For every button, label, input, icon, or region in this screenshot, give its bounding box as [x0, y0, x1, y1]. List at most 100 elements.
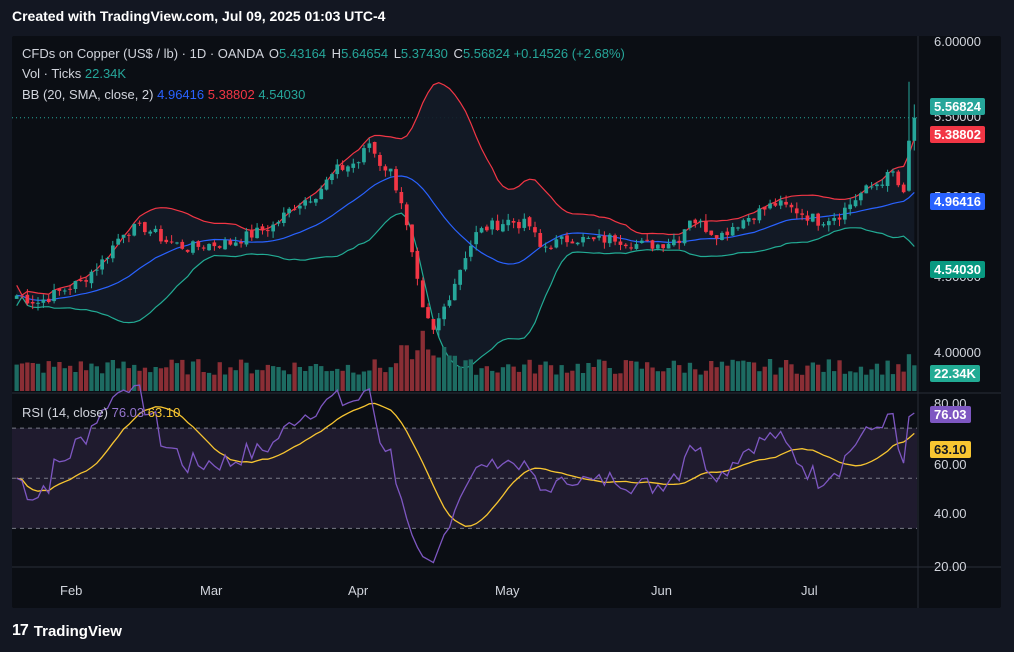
volume-bar [687, 362, 693, 391]
candle-body [490, 220, 494, 230]
candle-body [73, 281, 78, 289]
candle-body [260, 226, 265, 231]
candle-body [575, 242, 580, 245]
volume-tag: 22.34K [930, 365, 980, 382]
volume-bar [570, 370, 575, 391]
chart-panel[interactable]: CFDs on Copper (US$ / lb) · 1D · OANDA O… [12, 34, 1001, 608]
volume-bar [329, 370, 335, 391]
volume-bar [901, 371, 906, 391]
candle-body [41, 299, 46, 303]
volume-bar [51, 366, 57, 391]
volume-bar [100, 373, 105, 391]
candle-body [859, 193, 863, 201]
volume-bar [335, 368, 340, 391]
candle-body [794, 208, 799, 214]
rsi-line [16, 384, 915, 564]
bb-legend: BB (20, SMA, close, 2) 4.96416 5.38802 4… [22, 87, 305, 102]
candle-body [485, 226, 489, 231]
candle-body [303, 200, 307, 206]
candle-body [800, 213, 804, 215]
volume-bar [516, 371, 522, 391]
volume-bar [62, 368, 67, 391]
candle-body [415, 250, 420, 279]
volume-bar [629, 360, 634, 391]
volume-bar [548, 365, 554, 391]
candle-body [827, 221, 831, 226]
candle-body [543, 246, 548, 248]
candle-body [394, 169, 398, 191]
volume-bar [319, 366, 324, 391]
volume-bar [46, 361, 51, 391]
volume-bar [324, 371, 329, 391]
time-tick-jul: Jul [801, 583, 818, 598]
volume-bar [645, 362, 650, 391]
candle-body [880, 184, 885, 186]
volume-bar [784, 360, 789, 391]
volume-bar [767, 359, 773, 391]
candle-body [356, 162, 361, 164]
volume-bar [506, 364, 511, 391]
brand-label: TradingView [33, 622, 122, 640]
candle-body [810, 213, 815, 222]
volume-bar [361, 371, 367, 391]
candle-body [52, 290, 56, 302]
volume-bar [142, 367, 148, 391]
volume-bar [484, 366, 489, 391]
change-value: +0.14526 (+2.68%) [513, 46, 625, 61]
candle-body [137, 222, 142, 224]
candle-body [784, 201, 788, 205]
candle-body [698, 220, 703, 222]
bb-upper-tag: 5.38802 [930, 126, 985, 143]
candle-body [111, 245, 115, 259]
candle-body [298, 205, 302, 209]
volume-bar [84, 370, 89, 391]
volume-bar [826, 359, 831, 391]
candle-body [634, 244, 639, 249]
candle-body [239, 241, 243, 244]
candle-body [292, 209, 297, 211]
candle-body [554, 239, 559, 248]
volume-bar [725, 365, 730, 391]
volume-bar [858, 366, 864, 391]
volume-bar [634, 361, 639, 391]
price-chart[interactable] [12, 36, 1001, 608]
candle-body [736, 227, 740, 229]
volume-bar [586, 363, 591, 391]
volume-bar [543, 361, 548, 391]
volume-bar [68, 365, 73, 391]
rsi-tick-60: 60.00 [934, 457, 967, 472]
volume-bar [757, 371, 762, 391]
open-value: 5.43164 [279, 46, 327, 61]
candle-body [693, 219, 698, 224]
candle-body [458, 269, 462, 285]
volume-bar [671, 360, 676, 391]
volume-bar [458, 366, 463, 391]
volume-bar [575, 363, 580, 391]
rsi-tag: 76.03 [930, 406, 971, 423]
candle-body [378, 155, 382, 166]
candle-body [597, 235, 601, 238]
volume-bar [602, 360, 607, 391]
volume-bar [287, 374, 292, 391]
volume-bar [340, 370, 345, 391]
volume-bar [409, 359, 415, 391]
candle-body [410, 224, 414, 253]
volume-bar [693, 369, 698, 391]
candle-body [442, 306, 446, 320]
rsi-value: 76.03 [111, 405, 145, 420]
high-label: H [331, 46, 342, 61]
candle-body [452, 283, 457, 301]
volume-bar [399, 345, 404, 391]
volume-bar [238, 359, 244, 391]
volume-bar [474, 374, 479, 391]
footer-brand[interactable]: 17 TradingView [12, 622, 122, 640]
candle-body [752, 218, 756, 220]
volume-bar [746, 361, 751, 391]
volume-bar [912, 365, 917, 391]
candle-body [436, 318, 441, 331]
candle-body [372, 142, 377, 154]
candle-body [14, 295, 19, 299]
volume-bar [153, 367, 158, 391]
volume-bar [596, 359, 602, 391]
candle-body [282, 212, 286, 223]
